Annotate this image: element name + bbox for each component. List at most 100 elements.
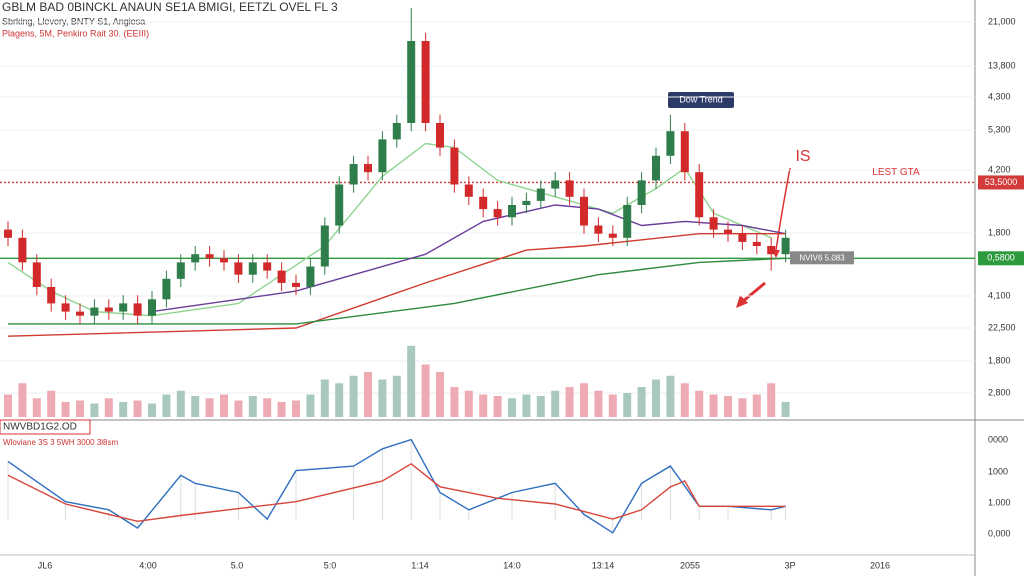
oscillator-line [7, 462, 786, 523]
x-tick-label: 1:14 [411, 560, 429, 570]
volume-bar [162, 394, 171, 417]
volume-bar [652, 379, 660, 417]
x-tick-label: 2055 [680, 560, 700, 570]
candle-body [781, 237, 790, 255]
candle-body [493, 209, 502, 218]
candle-body [176, 262, 185, 279]
volume-bar [335, 383, 344, 417]
volume-bar [248, 396, 257, 417]
candle-body [608, 233, 617, 238]
candle-body [637, 180, 646, 205]
volume-bar [320, 379, 329, 417]
volume-bar [392, 375, 401, 417]
volume-bar [47, 390, 56, 417]
candle-body [234, 262, 243, 275]
candle-body [508, 205, 516, 218]
candle-body [148, 299, 156, 316]
level-label: NVIV6 5.083 [799, 253, 845, 262]
volume-bar [148, 403, 156, 417]
candle-body [724, 229, 732, 234]
volume-bar [378, 379, 387, 417]
candle-body [277, 270, 286, 283]
volume-bar [349, 375, 358, 417]
y-tick-label: 22,500 [988, 322, 1016, 332]
volume-bar [522, 394, 531, 417]
moving-average [8, 257, 786, 325]
candle-body [205, 254, 214, 259]
volume-bar [752, 394, 761, 417]
candle-body [767, 246, 776, 255]
x-tick-label: 14:0 [503, 560, 521, 570]
x-tick-label: 5.0 [231, 560, 244, 570]
y-tick-label: 1000 [988, 466, 1008, 476]
volume-bar [695, 390, 704, 417]
candle-body [61, 303, 70, 312]
candle-body [263, 262, 272, 271]
volume-bar [176, 390, 185, 417]
volume-bar [32, 398, 41, 417]
y-tick-label: 2,800 [988, 387, 1011, 397]
candle-body [738, 233, 747, 242]
volume-bar [580, 383, 588, 417]
volume-bar [666, 375, 675, 417]
y-tick-label: 4,100 [988, 290, 1011, 300]
level-label: LEST GTA [872, 167, 920, 178]
volume-bar [493, 396, 502, 417]
volume-bar [133, 400, 142, 417]
volume-bar [104, 398, 113, 417]
candle-body [464, 184, 473, 197]
volume-bar [623, 393, 632, 417]
x-tick-label: 2016 [870, 560, 890, 570]
oscillator-title: NWVBD1G2.OD [3, 422, 77, 433]
candle-body [623, 205, 632, 238]
candle-body [652, 155, 660, 181]
candle-body [680, 131, 689, 173]
candle-body [522, 200, 531, 205]
volume-bar [464, 390, 473, 417]
annotation: Dow Trend [679, 94, 723, 104]
volume-bar [263, 398, 272, 417]
y-tick-label: 4,200 [988, 164, 1011, 174]
annotation-arrow [775, 167, 791, 251]
candle-body [133, 303, 142, 316]
volume-bar [709, 394, 718, 417]
volume-bar [724, 396, 732, 417]
x-tick-label: 3P [784, 560, 795, 570]
volume-bar [4, 394, 12, 417]
volume-bar [234, 400, 243, 417]
candle-body [47, 287, 56, 304]
oscillator-line [7, 438, 786, 534]
x-tick-label: 13:14 [592, 560, 615, 570]
candle-body [421, 41, 430, 123]
volume-bar [306, 394, 315, 417]
level-tag-label: 0,5800 [987, 253, 1015, 263]
level-tag [978, 175, 1024, 190]
annotation: IS [795, 148, 810, 165]
volume-bar [421, 364, 430, 417]
x-tick-label: JL6 [38, 560, 53, 570]
candle-body [4, 229, 12, 238]
volume-bar [450, 387, 459, 417]
candle-body [407, 41, 416, 123]
y-tick-label: 5,300 [988, 124, 1011, 134]
candle-body [565, 180, 574, 197]
y-tick-label: 13,800 [988, 60, 1016, 70]
candle-body [580, 196, 588, 226]
volume-bar [205, 398, 214, 417]
volume-bar [536, 396, 545, 417]
y-tick-label: 1,800 [988, 227, 1011, 237]
candle-body [695, 172, 704, 218]
candle-body [364, 164, 372, 173]
moving-average [7, 233, 786, 337]
level-tag-label: 53,5000 [985, 177, 1018, 187]
candle-body [450, 147, 459, 185]
candle-body [436, 123, 444, 148]
level-tag [978, 251, 1024, 266]
oscillator-title-box [0, 419, 91, 435]
volume-bar [767, 383, 776, 417]
volume-bar [191, 396, 200, 417]
y-tick-label: 0000 [988, 434, 1008, 444]
oscillator-subtitle: Wloviane 3S 3 5WH 3000 3l8sm [3, 438, 119, 447]
candle-body [306, 266, 315, 287]
